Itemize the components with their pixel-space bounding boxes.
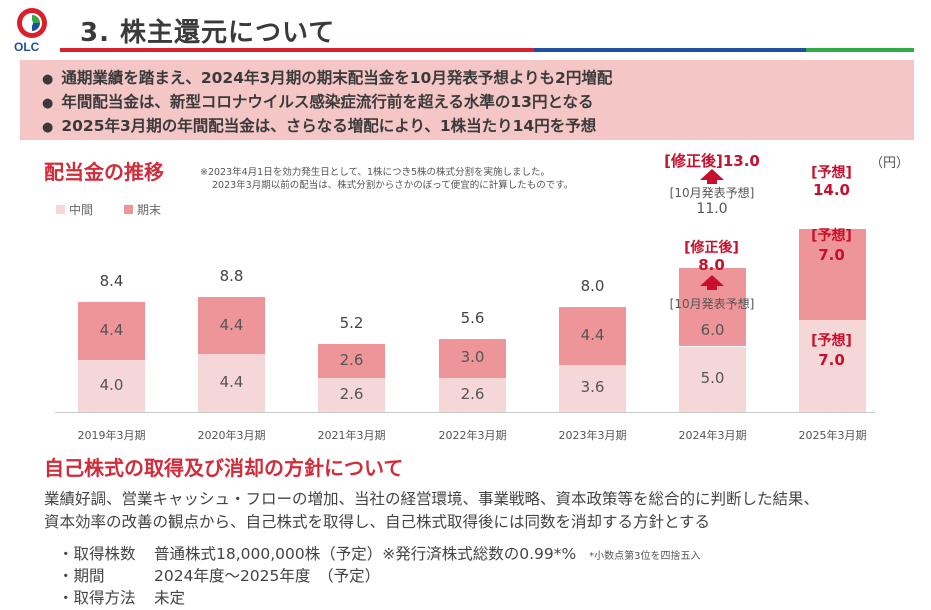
summary-text: 2025年3月期の年間配当金は、さらなる増配により、1株当たり14円を予想 — [61, 117, 597, 135]
x-axis-label: 2020年3月期 — [197, 429, 266, 442]
summary-item: ● 通期業績を踏まえ、2024年3月期の期末配当金を10月発表予想よりも2円増配 — [42, 66, 612, 88]
legend-label: 中間 — [69, 203, 94, 217]
policy-text-line1: 業績好調、営業キャッシュ・フローの増加、当社の経営環境、事業戦略、資本政策等を総… — [44, 490, 820, 508]
header-rule-green — [806, 48, 914, 52]
chart-note-line2: 2023年3月期以前の配当は、株式分割からさかのぼって便宜的に計算したものです。 — [212, 180, 574, 191]
bar-end-value: 6.0 — [700, 320, 725, 339]
bar-total-value: 8.0 — [580, 277, 605, 296]
bullet: ● — [42, 96, 54, 111]
detail-label: ・取得方法 — [58, 589, 136, 607]
arrow-stem — [707, 180, 717, 184]
policy-title: 自己株式の取得及び消却の方針について — [44, 456, 404, 480]
bar-end — [78, 301, 145, 360]
fy2024-revised-end-label: [修正後] — [684, 240, 739, 256]
bar-mid-value: 3.6 — [580, 378, 605, 397]
detail-note: *小数点第3位を四捨五入 — [589, 551, 701, 562]
bar-mid-value: 4.4 — [219, 373, 244, 392]
olc-logo-icon — [17, 8, 47, 38]
bar-end — [318, 343, 385, 378]
bar-mid-value: 5.0 — [700, 369, 725, 388]
bar-total-value: 8.8 — [219, 266, 244, 285]
bar-end-value: 4.4 — [580, 326, 605, 345]
detail-value: 普通株式18,000,000株（予定）※発行済株式総数の0.99*% — [154, 545, 577, 563]
summary-item: ● 2025年3月期の年間配当金は、さらなる増配により、1株当たり14円を予想 — [42, 114, 596, 136]
summary-text: 年間配当金は、新型コロナウイルス感染症流行前を超える水準の13円となる — [61, 93, 594, 111]
fy2024-oct-forecast-label: [10月発表予想] — [669, 186, 755, 200]
fy2024-revised-end-value: 8.0 — [698, 256, 725, 274]
fy2024-oct-forecast-end-label: [10月発表予想] — [669, 297, 755, 311]
bar-end — [439, 338, 506, 378]
fy2025-mid-value: 7.0 — [818, 351, 845, 369]
dividend-chart: 4.0 4.4 8.4 2019年3月期 4.4 4.4 8.8 2020年3月期 2.6 2.6… — [77, 228, 867, 442]
fy2025-mid-forecast-label: [予想] — [811, 333, 852, 349]
bar-end-value: 3.0 — [460, 348, 485, 367]
page-title: 3. 株主還元について — [80, 18, 336, 48]
detail-shares: ・取得株数 普通株式18,000,000株（予定）※発行済株式総数の0.99*% … — [58, 542, 701, 564]
detail-value: 2024年度～2025年度 （予定） — [154, 567, 381, 585]
detail-period: ・期間 2024年度～2025年度 （予定） — [58, 564, 380, 586]
policy-text-line2: 資本効率の改善の観点から、自己株式を取得し、自己株式取得後には同数を消却する方針… — [44, 513, 711, 531]
bar-end-value: 2.6 — [339, 350, 364, 369]
detail-label: ・期間 — [58, 567, 105, 585]
chart-baseline — [55, 412, 875, 413]
bar-mid — [559, 364, 626, 412]
arrow-stem — [707, 286, 717, 290]
bar-mid — [799, 320, 866, 412]
bar-end-value: 4.4 — [99, 320, 124, 339]
bullet: ● — [42, 120, 54, 135]
up-arrow-icon — [700, 169, 724, 180]
fy2025-end-forecast-label: [予想] — [811, 228, 852, 244]
x-axis-label: 2019年3月期 — [77, 429, 146, 442]
summary-text: 通期業績を踏まえ、2024年3月期の期末配当金を10月発表予想よりも2円増配 — [61, 69, 613, 87]
bar-end — [799, 228, 866, 321]
bar-end-value: 4.4 — [219, 315, 244, 334]
fy2025-end-value: 7.0 — [818, 246, 845, 264]
x-axis-label: 2021年3月期 — [317, 429, 386, 442]
logo-text: OLC — [14, 40, 40, 54]
fy2024-oct-forecast-total: 11.0 — [696, 201, 728, 217]
header-rule-red — [60, 48, 534, 52]
legend-label: 期末 — [137, 203, 162, 217]
bar-mid — [78, 359, 145, 412]
bar-total-value: 5.6 — [460, 308, 485, 327]
bar-mid — [439, 377, 506, 412]
fy2025-total: 14.0 — [812, 181, 850, 199]
x-axis-label: 2025年3月期 — [798, 429, 867, 442]
x-axis-label: 2024年3月期 — [678, 429, 747, 442]
bar-total-value: 5.2 — [339, 313, 364, 332]
bar-end — [559, 307, 626, 365]
bar-mid-value: 2.6 — [460, 384, 485, 403]
bar-end — [198, 296, 265, 355]
detail-label: ・取得株数 — [58, 545, 136, 563]
bar-mid — [318, 377, 385, 412]
header-rule-blue — [534, 48, 806, 52]
bar-mid — [198, 354, 265, 412]
x-axis-label: 2023年3月期 — [558, 429, 627, 442]
company-logo: OLC — [8, 6, 56, 56]
unit-label: （円） — [870, 156, 910, 171]
bar-mid — [679, 346, 746, 412]
legend-end: 期末 — [124, 201, 161, 218]
up-arrow-icon — [700, 275, 724, 286]
chart-note-line1: ※2023年4月1日を効力発生日として、1株につき5株の株式分割を実施しました。 — [200, 167, 551, 178]
legend-swatch-mid — [56, 205, 65, 214]
x-axis-label: 2022年3月期 — [438, 429, 507, 442]
chart-title: 配当金の推移 — [44, 160, 164, 184]
fy2024-revised-total: [修正後]13.0 — [664, 152, 760, 170]
fy2025-forecast-label: [予想] — [811, 165, 852, 181]
summary-box: ● 通期業績を踏まえ、2024年3月期の期末配当金を10月発表予想よりも2円増配 … — [20, 60, 914, 140]
bullet: ● — [42, 72, 54, 87]
summary-item: ● 年間配当金は、新型コロナウイルス感染症流行前を超える水準の13円となる — [42, 90, 594, 112]
legend-swatch-end — [124, 205, 133, 214]
detail-method: ・取得方法 未定 — [58, 586, 185, 608]
bar-mid-value: 2.6 — [339, 384, 364, 403]
bar-mid-value: 4.0 — [99, 375, 124, 394]
legend-mid: 中間 — [56, 201, 93, 218]
detail-value: 未定 — [154, 589, 186, 607]
bar-total-value: 8.4 — [99, 271, 124, 290]
